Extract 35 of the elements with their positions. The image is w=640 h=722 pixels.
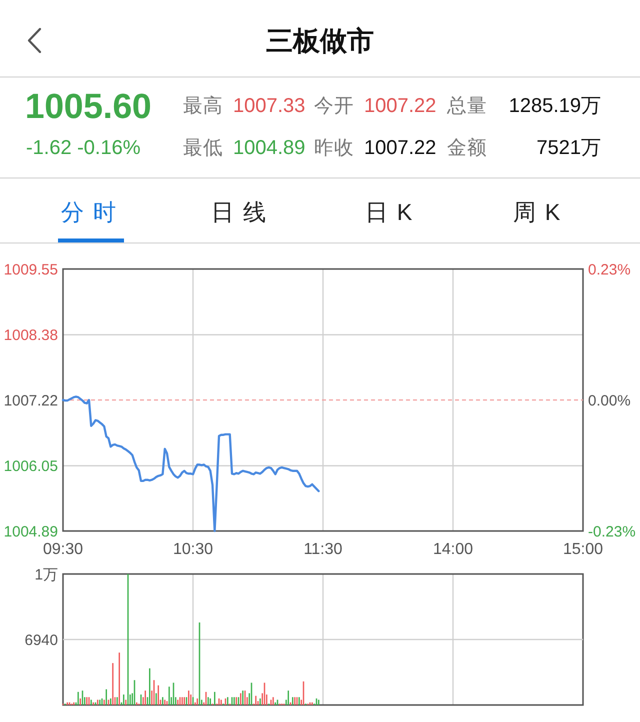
- text: 昨收: [314, 137, 354, 159]
- text: 三板做市: [266, 26, 374, 56]
- text: 最高: [183, 94, 223, 117]
- x-tick-label: 11:30: [304, 541, 343, 558]
- text: 1007.22: [364, 137, 436, 159]
- line-series: [62, 396, 320, 532]
- text: 日线: [211, 199, 275, 225]
- text: 1007.22: [364, 95, 436, 117]
- text: 总量: [446, 95, 487, 117]
- text: 1007.33: [233, 95, 306, 117]
- y-tick-label: 1009.55: [4, 261, 58, 278]
- text: 分时: [61, 199, 125, 225]
- text: 周K: [512, 199, 570, 225]
- y-tick-label: 1004.89: [4, 523, 58, 540]
- text: 今开: [314, 95, 354, 117]
- x-tick-label: 10:30: [172, 541, 214, 558]
- text: 1285.19万: [508, 95, 601, 117]
- x-tick-label: 14:00: [432, 541, 474, 558]
- text: 最低: [183, 137, 223, 159]
- text: 6940: [24, 632, 58, 649]
- text: 7521万: [536, 137, 601, 159]
- text: 1005.60: [25, 87, 152, 126]
- x-tick-label: 09:30: [42, 541, 84, 558]
- text: 1万: [34, 566, 58, 584]
- text: 金额: [447, 137, 487, 159]
- y2-tick-label: -0.23%: [588, 523, 636, 540]
- y-tick-label: 1006.05: [4, 458, 58, 476]
- y2-tick-label: 0.23%: [588, 261, 631, 278]
- text: 1004.89: [233, 137, 306, 159]
- y2-tick-label: 0.00%: [588, 392, 631, 410]
- y-tick-label: 1008.38: [4, 327, 58, 344]
- x-tick-label: 15:00: [562, 541, 604, 558]
- text: -1.62 -0.16%: [26, 137, 141, 159]
- text: 日K: [364, 199, 422, 225]
- y-tick-label: 1007.22: [4, 392, 58, 410]
